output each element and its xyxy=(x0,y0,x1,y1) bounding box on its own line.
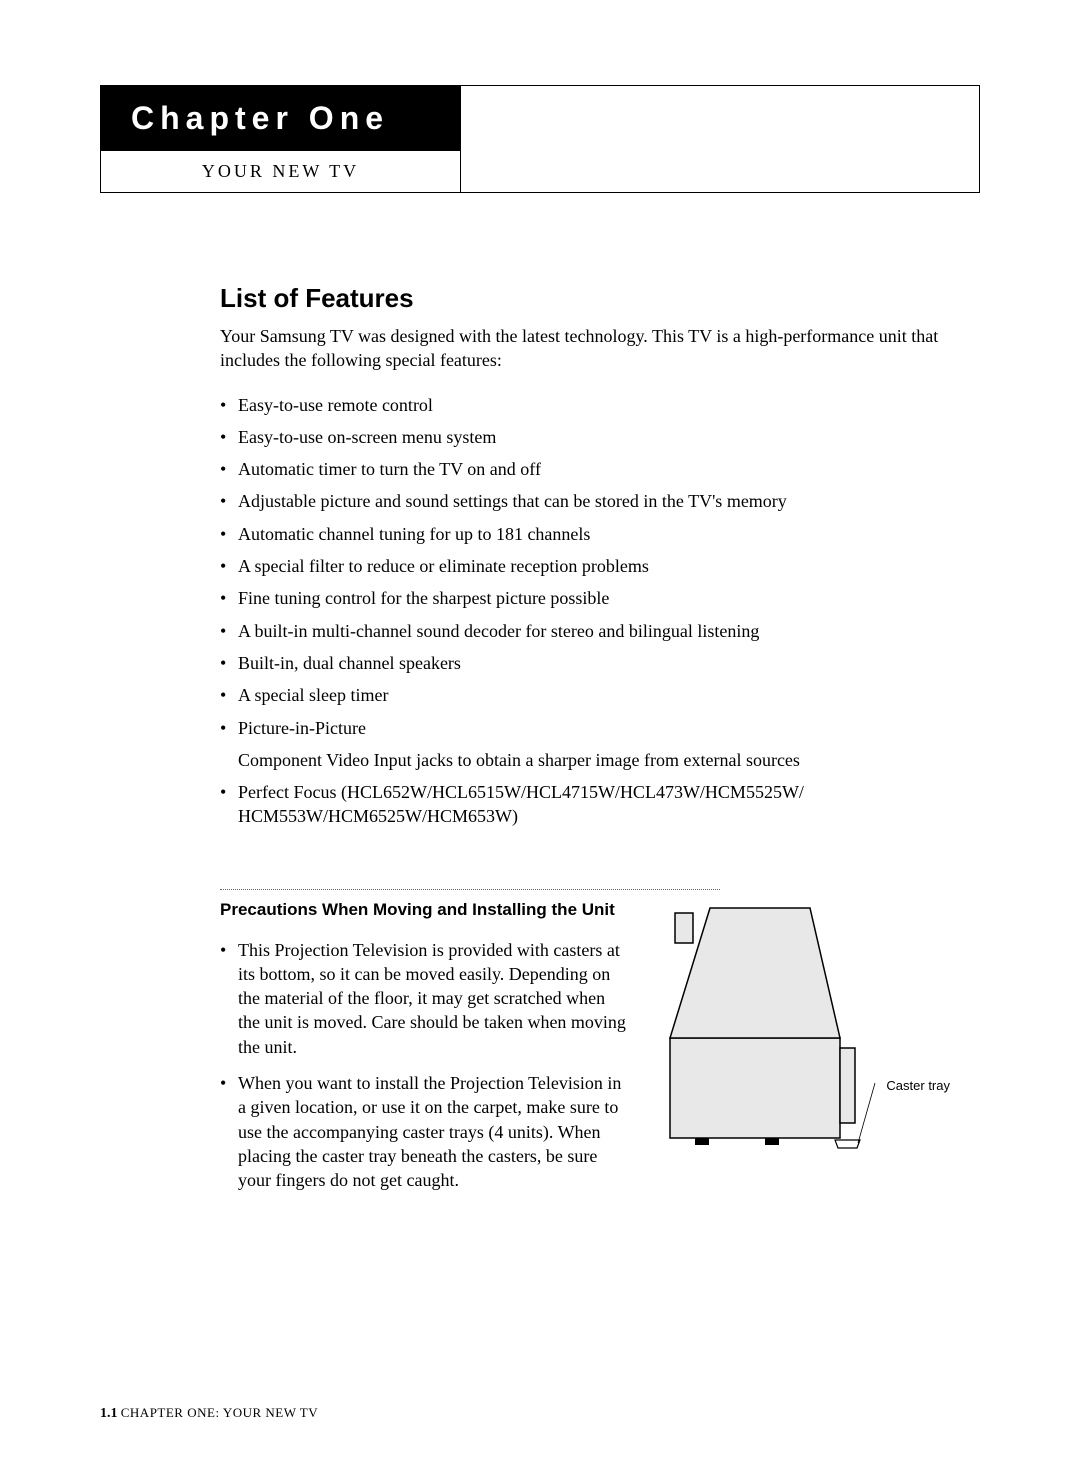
feature-sub: Component Video Input jacks to obtain a … xyxy=(220,748,960,772)
main-content: List of Features Your Samsung TV was des… xyxy=(220,283,960,1205)
page-number: 1.1 xyxy=(100,1406,118,1421)
feature-item: A special filter to reduce or eliminate … xyxy=(220,554,960,578)
footer: 1.1 CHAPTER ONE: YOUR NEW TV xyxy=(100,1405,318,1422)
precautions-heading: Precautions When Moving and Installing t… xyxy=(220,898,630,922)
header-spacer xyxy=(461,86,979,192)
chapter-header: Chapter One YOUR NEW TV xyxy=(100,85,980,193)
feature-item: A built-in multi-channel sound decoder f… xyxy=(220,619,960,643)
feature-item: Automatic timer to turn the TV on and of… xyxy=(220,457,960,481)
section-heading: List of Features xyxy=(220,283,960,314)
feature-item: Easy-to-use on-screen menu system xyxy=(220,425,960,449)
feature-item: Automatic channel tuning for up to 181 c… xyxy=(220,522,960,546)
precautions-text: Precautions When Moving and Installing t… xyxy=(220,898,630,1205)
chapter-title: Chapter One xyxy=(101,86,460,151)
feature-item: Easy-to-use remote control xyxy=(220,393,960,417)
tv-svg xyxy=(660,898,940,1158)
feature-item: A special sleep timer xyxy=(220,683,960,707)
caster-label: Caster tray xyxy=(886,1078,950,1093)
precaution-item: This Projection Television is provided w… xyxy=(220,938,630,1059)
chapter-subtitle: YOUR NEW TV xyxy=(101,151,460,192)
chapter-title-cell: Chapter One YOUR NEW TV xyxy=(101,86,461,192)
divider xyxy=(220,889,720,890)
footer-text: CHAPTER ONE: YOUR NEW TV xyxy=(121,1405,318,1420)
feature-item: Fine tuning control for the sharpest pic… xyxy=(220,586,960,610)
feature-item: Built-in, dual channel speakers xyxy=(220,651,960,675)
tv-diagram: Caster tray xyxy=(660,898,940,1158)
precaution-item: When you want to install the Projection … xyxy=(220,1071,630,1192)
feature-item: Picture-in-Picture xyxy=(220,716,960,740)
feature-item: Adjustable picture and sound settings th… xyxy=(220,489,960,513)
feature-list: Easy-to-use remote control Easy-to-use o… xyxy=(220,393,960,829)
precautions-section: Precautions When Moving and Installing t… xyxy=(220,898,960,1205)
precaution-list: This Projection Television is provided w… xyxy=(220,938,630,1193)
intro-text: Your Samsung TV was designed with the la… xyxy=(220,324,960,373)
feature-item: Perfect Focus (HCL652W/HCL6515W/HCL4715W… xyxy=(220,780,960,829)
